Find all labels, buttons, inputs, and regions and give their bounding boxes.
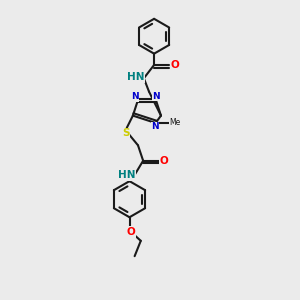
Text: O: O (171, 60, 180, 70)
Text: N: N (152, 92, 160, 100)
Text: O: O (127, 227, 136, 237)
Text: N: N (131, 92, 139, 101)
Text: Me: Me (169, 118, 181, 127)
Text: S: S (122, 128, 130, 138)
Text: HN: HN (118, 170, 136, 180)
Text: O: O (160, 156, 169, 166)
Text: HN: HN (127, 72, 145, 82)
Text: N: N (152, 122, 159, 131)
